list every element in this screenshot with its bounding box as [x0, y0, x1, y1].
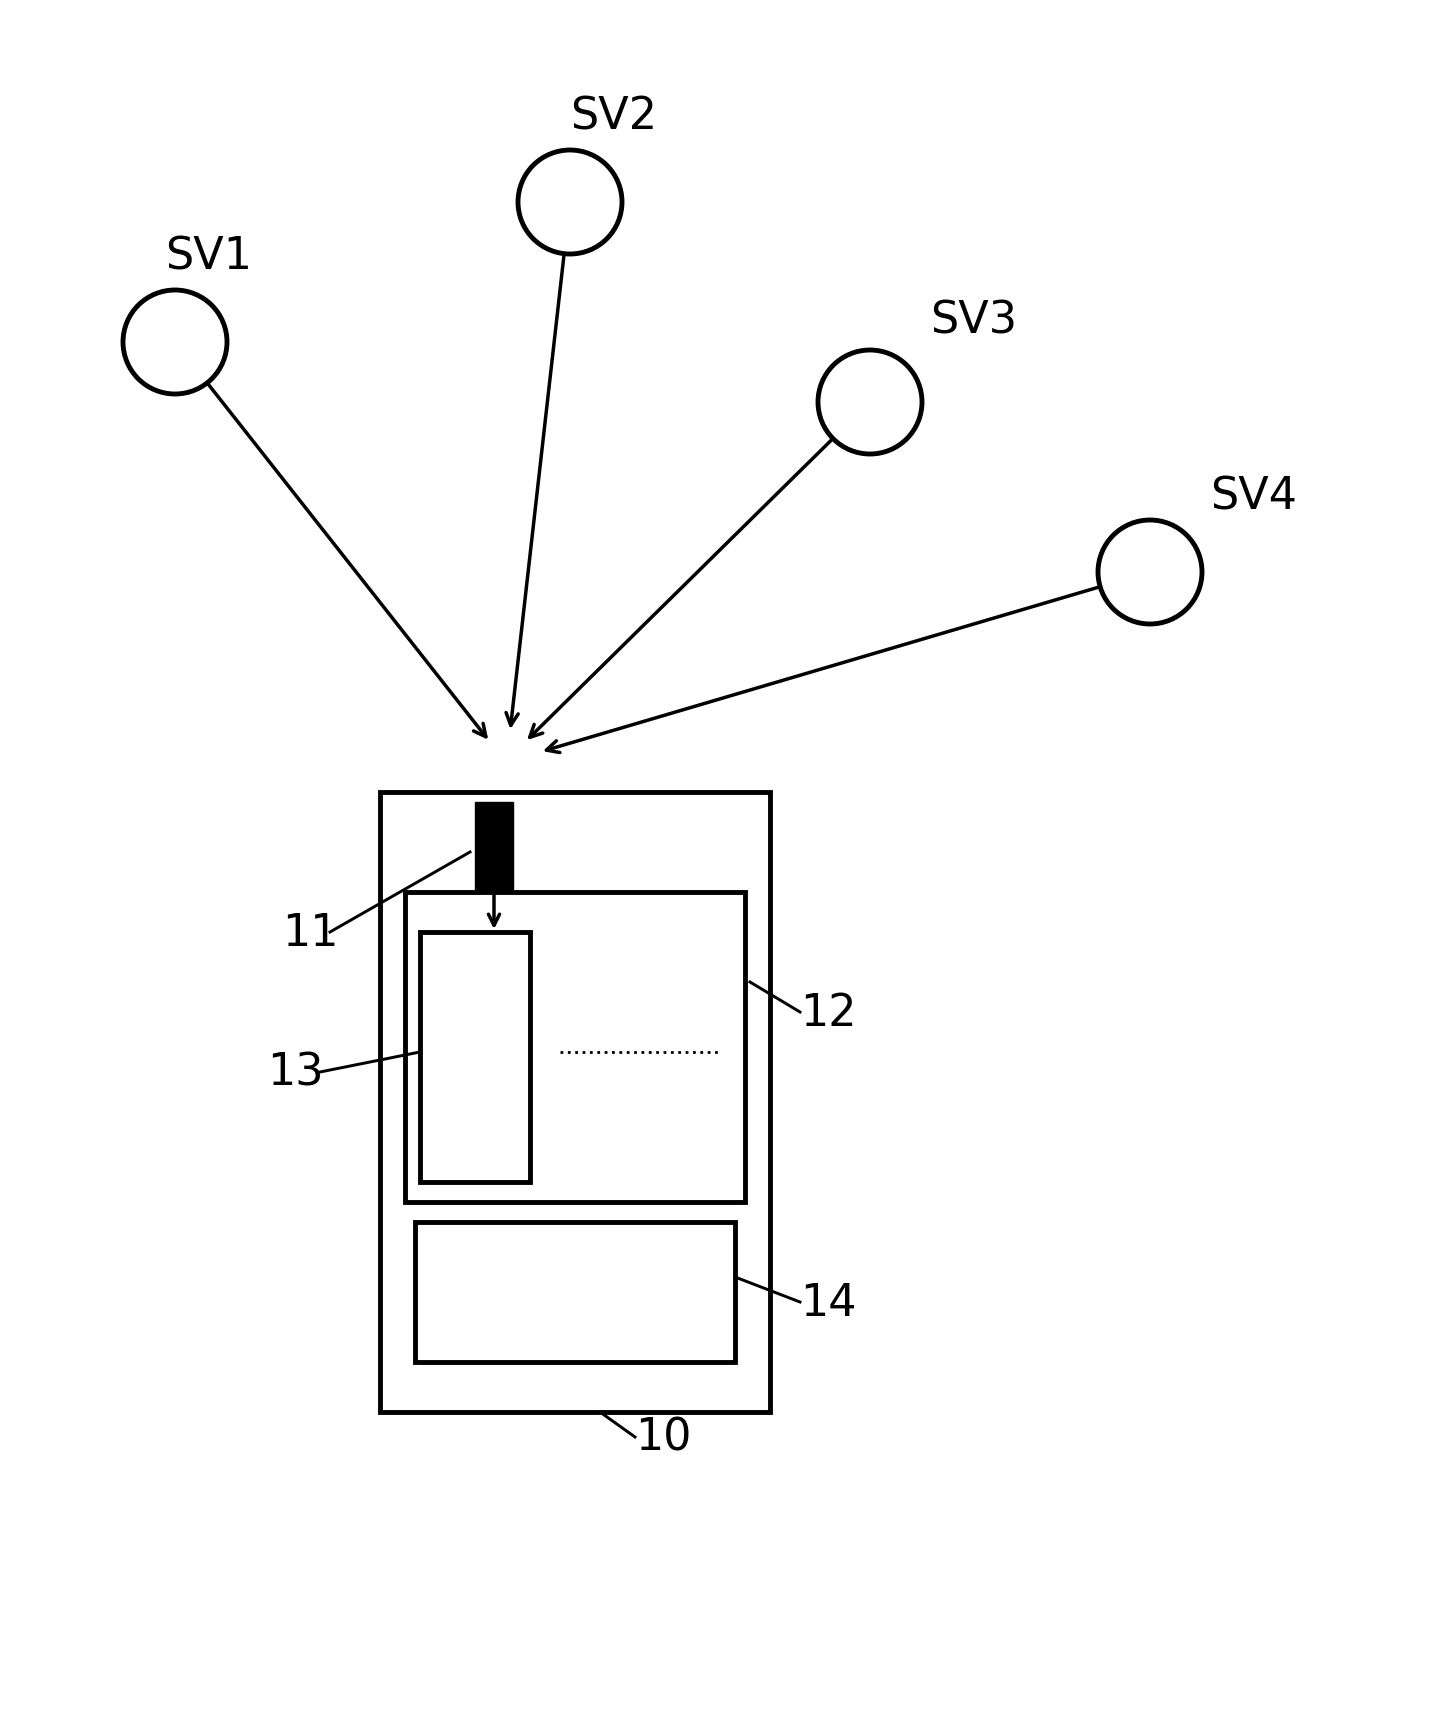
Text: 11: 11 [282, 911, 339, 954]
Text: SV2: SV2 [570, 95, 657, 139]
Bar [474, 802, 513, 892]
Text: 12: 12 [800, 991, 856, 1034]
Bar [420, 932, 530, 1183]
Bar [404, 892, 745, 1202]
Text: 10: 10 [634, 1415, 692, 1458]
Text: 14: 14 [800, 1280, 856, 1323]
Text: SV4: SV4 [1210, 475, 1298, 518]
Text: SV1: SV1 [164, 236, 252, 277]
Text: 13: 13 [267, 1051, 323, 1095]
Bar [414, 1223, 735, 1361]
Text: SV3: SV3 [930, 300, 1017, 343]
Bar [380, 793, 770, 1412]
